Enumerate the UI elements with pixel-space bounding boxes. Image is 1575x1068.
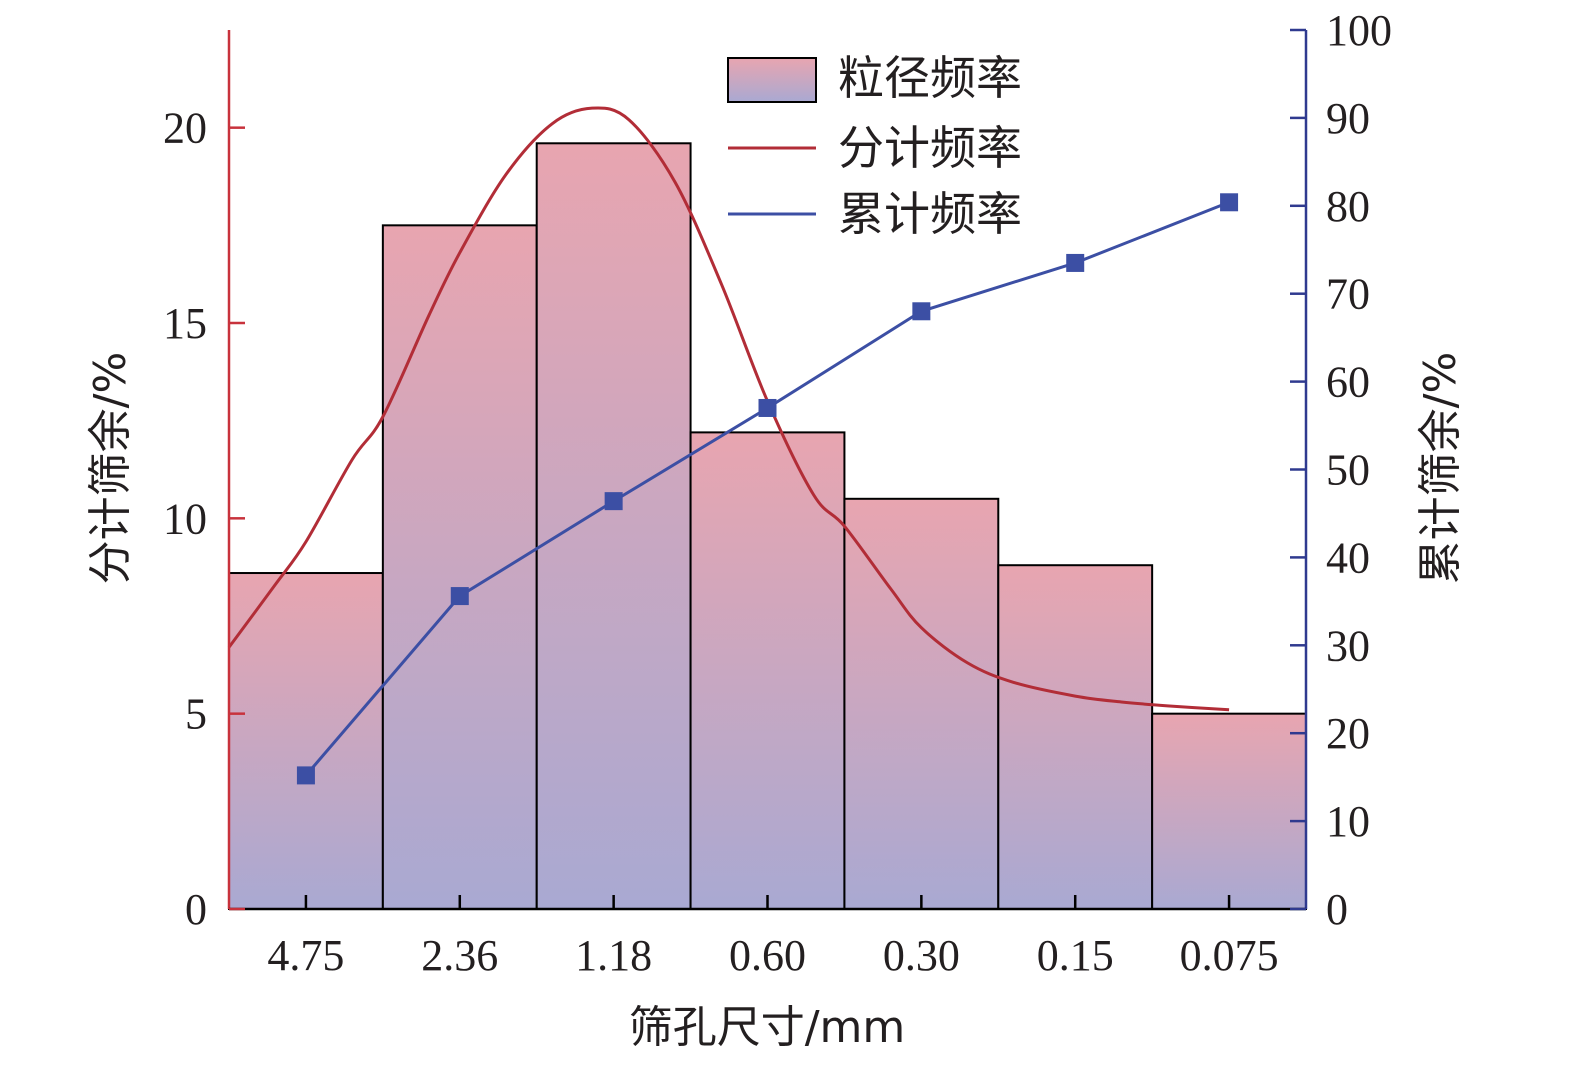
x-tick-label-2.36: 2.36 [421, 931, 498, 980]
bar-0.60 [689, 431, 846, 910]
left-tick-label-10: 10 [163, 494, 207, 543]
x-tick-label-1.18: 1.18 [575, 931, 652, 980]
right-tick-label-50: 50 [1326, 446, 1370, 495]
left-tick-label-15: 15 [163, 299, 207, 348]
bars [228, 142, 1307, 911]
legend: 粒径频率 分计频率 累计频率 [727, 51, 1022, 241]
bar-2.36 [381, 224, 538, 911]
cumulative-point-0.075 [1220, 193, 1239, 212]
legend-label-smooth-line: 分计频率 [838, 121, 1022, 175]
cumulative-point-4.75 [296, 766, 315, 785]
right-y-axis-title: 累计筛余/% [1415, 352, 1466, 585]
left-tick-label-5: 5 [185, 690, 207, 739]
x-tick-label-0.075: 0.075 [1180, 931, 1279, 980]
cumulative-point-0.15 [1066, 253, 1085, 272]
bar-0.30 [843, 497, 1000, 910]
left-tick-label-0: 0 [185, 885, 207, 934]
bar-0.15 [997, 564, 1154, 910]
legend-label-cumulative-line: 累计频率 [838, 187, 1022, 241]
smooth-frequency-curve [227, 106, 1230, 712]
cumulative-point-2.36 [450, 587, 469, 606]
right-tick-label-10: 10 [1326, 797, 1370, 846]
left-y-axis-title: 分计筛余/% [85, 352, 136, 585]
right-tick-label-60: 60 [1326, 358, 1370, 407]
x-axis-title: 筛孔尺寸/mm [629, 1002, 906, 1053]
legend-swatch-bars [727, 57, 817, 103]
right-tick-label-20: 20 [1326, 709, 1370, 758]
legend-label-bars: 粒径频率 [838, 51, 1022, 105]
x-tick-label-4.75: 4.75 [267, 931, 344, 980]
right-tick-label-90: 90 [1326, 94, 1370, 143]
x-tick-label-0.60: 0.60 [729, 931, 806, 980]
bar-0.075 [1151, 712, 1307, 911]
axes [227, 28, 1308, 911]
cumulative-point-0.30 [912, 302, 931, 321]
cumulative-point-1.18 [604, 492, 623, 511]
right-tick-label-0: 0 [1326, 885, 1348, 934]
right-tick-label-30: 30 [1326, 621, 1370, 670]
right-tick-label-100: 100 [1326, 6, 1392, 55]
x-tick-label-0.15: 0.15 [1037, 931, 1114, 980]
left-tick-label-20: 20 [163, 104, 207, 153]
bar-1.18 [535, 142, 692, 910]
right-tick-label-80: 80 [1326, 182, 1370, 231]
bar-4.75 [228, 572, 384, 910]
cumulative-point-0.60 [758, 398, 777, 417]
right-tick-label-70: 70 [1326, 270, 1370, 319]
right-tick-label-40: 40 [1326, 533, 1370, 582]
x-tick-label-0.30: 0.30 [883, 931, 960, 980]
tick-labels: 0 5 10 15 20 0 10 20 30 40 50 60 70 80 90 100 4.75 2.36 1.… [163, 6, 1392, 980]
series-lines [227, 106, 1239, 785]
